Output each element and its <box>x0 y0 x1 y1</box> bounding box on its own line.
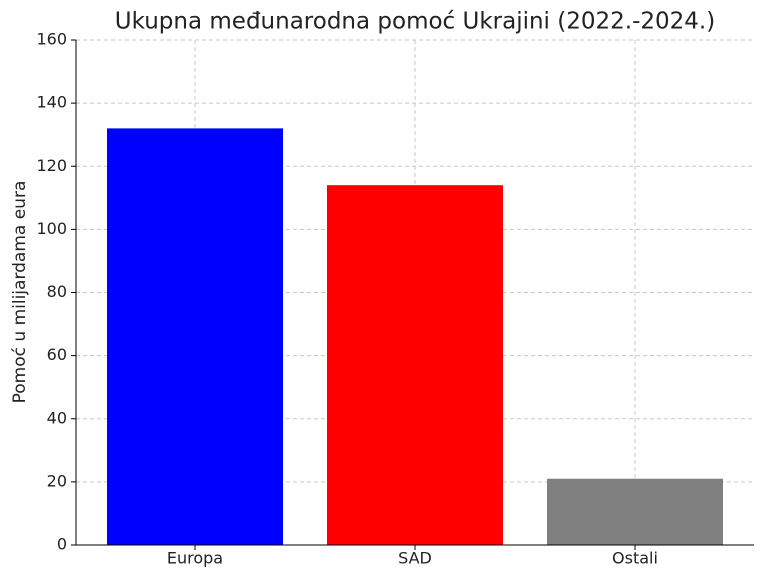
y-tick-label: 160 <box>36 30 67 49</box>
bar <box>107 128 283 545</box>
x-tick-label: Europa <box>167 549 223 568</box>
x-tick-label: Ostali <box>612 549 658 568</box>
y-tick-label: 100 <box>36 219 67 238</box>
y-tick-label: 0 <box>57 535 67 554</box>
y-axis-label: Pomoć u milijardama eura <box>10 181 30 404</box>
chart-title: Ukupna međunarodna pomoć Ukrajini (2022.… <box>115 9 715 35</box>
bar <box>327 185 503 545</box>
bar <box>547 478 723 545</box>
y-tick-label: 80 <box>47 282 67 301</box>
y-tick-label: 40 <box>47 408 67 427</box>
y-tick-label: 120 <box>36 156 67 175</box>
y-tick-label: 140 <box>36 93 67 112</box>
y-tick-label: 60 <box>47 345 67 364</box>
x-tick-label: SAD <box>398 549 432 568</box>
y-tick-label: 20 <box>47 471 67 490</box>
